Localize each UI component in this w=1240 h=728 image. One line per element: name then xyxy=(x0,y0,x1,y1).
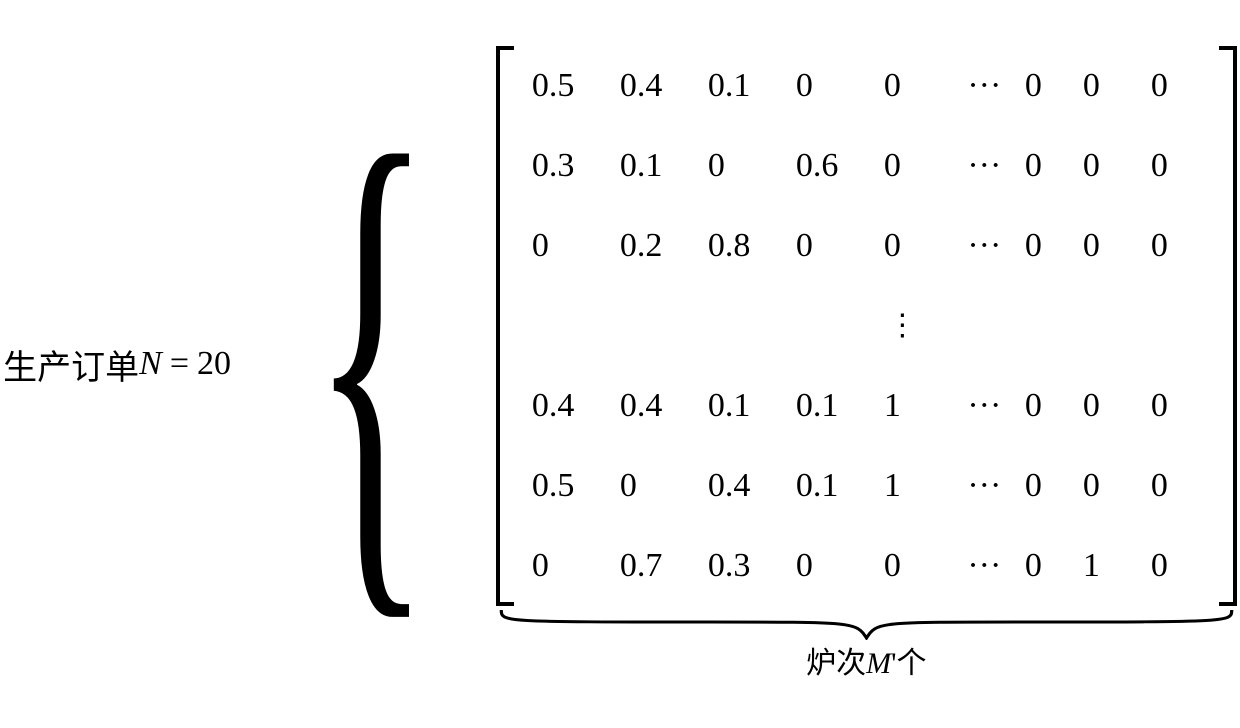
matrix-cell: 0 xyxy=(528,227,616,265)
matrix-cell: 0 xyxy=(616,467,704,505)
matrix-cell: 0 xyxy=(1079,227,1147,265)
equation: 生产订单N = 20 { 0.50.40.100···0000.30.100.6… xyxy=(3,46,1237,682)
matrix-cell: 0.1 xyxy=(792,467,880,505)
matrix-cell: ··· xyxy=(948,547,1021,585)
matrix-cell: 0.3 xyxy=(704,547,792,585)
matrix-cell: 0 xyxy=(1147,387,1205,425)
matrix-cell: 0 xyxy=(792,227,880,265)
matrix-cell: 0 xyxy=(1147,547,1205,585)
matrix-cell: 0 xyxy=(880,147,948,185)
matrix-cell: 0 xyxy=(792,547,880,585)
matrix-block: 0.50.40.100···0000.30.100.60···00000.20.… xyxy=(496,46,1237,682)
matrix-cell: 0.4 xyxy=(616,67,704,105)
matrix-cell: 0 xyxy=(1079,467,1147,505)
matrix-cell: 0.1 xyxy=(792,387,880,425)
underbrace: 炉次M'个 xyxy=(496,608,1237,682)
matrix-cell: ··· xyxy=(948,227,1021,265)
matrix-row: 00.20.800···000 xyxy=(528,206,1205,286)
underbrace-icon xyxy=(496,608,1237,640)
matrix-cell: 0.5 xyxy=(528,467,616,505)
matrix-cell: 1 xyxy=(880,387,948,425)
matrix-cell: 0.2 xyxy=(616,227,704,265)
matrix-cell: 0 xyxy=(528,547,616,585)
under-prefix: 炉次 xyxy=(806,647,866,680)
matrix-cell: 0 xyxy=(880,227,948,265)
matrix-row: 0.500.40.11···000 xyxy=(528,446,1205,526)
matrix-cell: 0 xyxy=(1147,67,1205,105)
matrix-cell: ··· xyxy=(948,387,1021,425)
matrix-cell: 1 xyxy=(880,467,948,505)
matrix-cell: 0 xyxy=(1021,547,1079,585)
lhs-label: 生产订单N = 20 xyxy=(3,340,231,389)
right-bracket-icon xyxy=(1219,46,1237,606)
matrix-cell: 0 xyxy=(1147,467,1205,505)
vdots-icon: ⋮ xyxy=(887,311,917,341)
matrix-wrap: 0.50.40.100···0000.30.100.60···00000.20.… xyxy=(496,46,1237,606)
lhs-var: N xyxy=(139,345,162,383)
matrix-cell: 0.5 xyxy=(528,67,616,105)
left-curly-brace-icon: { xyxy=(311,74,432,634)
matrix-cell: 0.7 xyxy=(616,547,704,585)
matrix-cell: 0 xyxy=(880,67,948,105)
matrix-row: 0.50.40.100···000 xyxy=(528,46,1205,126)
lhs-value: 20 xyxy=(197,345,231,383)
matrix-cell: 0.1 xyxy=(704,67,792,105)
matrix-cell: 0 xyxy=(704,147,792,185)
matrix-cell: 0 xyxy=(1021,227,1079,265)
under-var: M xyxy=(866,647,891,680)
matrix-cell: 0 xyxy=(1079,67,1147,105)
left-bracket-icon xyxy=(496,46,514,606)
matrix-row: 0.40.40.10.11···000 xyxy=(528,366,1205,446)
matrix-cell: 1 xyxy=(1079,547,1147,585)
matrix-cell: 0.1 xyxy=(616,147,704,185)
matrix-row: ⋮ xyxy=(528,286,1205,366)
matrix-cell: ··· xyxy=(948,147,1021,185)
matrix-cell: 0 xyxy=(1021,387,1079,425)
equals-sign: = xyxy=(170,345,189,383)
matrix-cell: ··· xyxy=(948,467,1021,505)
matrix-row: 0.30.100.60···000 xyxy=(528,126,1205,206)
matrix-cell: 0 xyxy=(1021,467,1079,505)
matrix-cell: 0 xyxy=(1147,147,1205,185)
matrix-cell: 0 xyxy=(1021,147,1079,185)
matrix-cell: 0.3 xyxy=(528,147,616,185)
matrix-cell: 0 xyxy=(880,547,948,585)
matrix: 0.50.40.100···0000.30.100.60···00000.20.… xyxy=(514,46,1219,606)
matrix-cell: 0.1 xyxy=(704,387,792,425)
matrix-cell: 0.8 xyxy=(704,227,792,265)
matrix-cell: 0 xyxy=(1079,147,1147,185)
matrix-cell: 0.4 xyxy=(704,467,792,505)
matrix-cell: 0.4 xyxy=(616,387,704,425)
matrix-cell: 0 xyxy=(1079,387,1147,425)
matrix-row: 00.70.300···010 xyxy=(528,526,1205,606)
matrix-cell: 0 xyxy=(792,67,880,105)
matrix-cell: ··· xyxy=(948,67,1021,105)
matrix-cell: 0.6 xyxy=(792,147,880,185)
matrix-cell: 0 xyxy=(1021,67,1079,105)
under-suffix: 个 xyxy=(897,647,927,680)
lhs-text: 生产订单 xyxy=(3,340,139,389)
matrix-cell: 0.4 xyxy=(528,387,616,425)
underbrace-label: 炉次M'个 xyxy=(806,638,926,682)
matrix-cell: 0 xyxy=(1147,227,1205,265)
